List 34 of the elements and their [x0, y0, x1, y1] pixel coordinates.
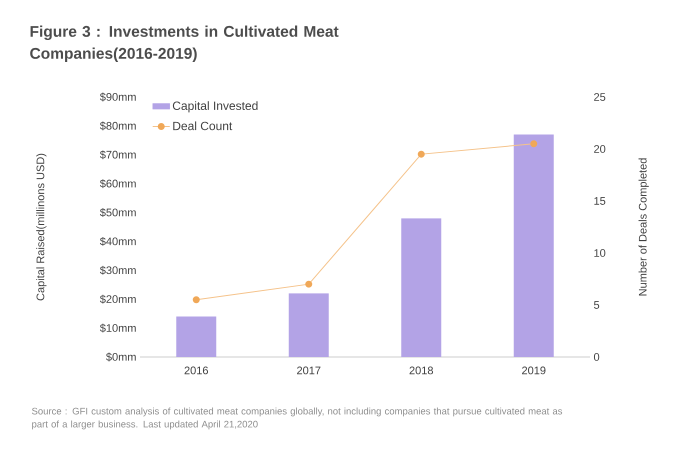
y2-tick-label: 0 [594, 353, 600, 361]
x-tick-label: 2017 [297, 366, 320, 374]
y-tick-label: $30mm [100, 266, 136, 275]
y-tick-label: $80mm [100, 121, 136, 130]
x-tick-label: 2019 [522, 366, 546, 374]
y-tick-label: $10mm [100, 324, 136, 333]
y2-tick-label: 15 [594, 197, 606, 205]
bar [176, 316, 216, 357]
point [530, 140, 538, 148]
point [418, 150, 425, 158]
y-tick-label: $0mm [106, 352, 136, 362]
y-tick-label: $60mm [100, 179, 136, 188]
chart-title: Figure 3 : Investments in Cultivated Meat Companies(2016-2019) [30, 26, 339, 62]
y-axis-title: Capital Raised(millinons USD) [36, 154, 46, 300]
source-note: Source : GFI custom analysis of cultivated meat companies globally, not including companies that pursue cultivated meat as part of a larger business. Last updated April 21,2020 [32, 408, 562, 430]
y-tick-label: $20mm [100, 294, 136, 304]
legend-label: Deal Count [173, 121, 232, 130]
bar [401, 218, 442, 357]
y-tick-label: $90mm [100, 92, 136, 102]
point [192, 296, 200, 304]
bar [288, 293, 329, 357]
y2-tick-label: 10 [594, 249, 606, 257]
y-tick-label: $50mm [100, 208, 136, 218]
y2-axis-title: Number of Deals Completed [638, 158, 649, 296]
y2-tick-label: 25 [594, 93, 606, 101]
legend-label: Capital Invested [172, 101, 258, 112]
y2-tick-label: 20 [594, 145, 606, 153]
x-tick-label: 2016 [184, 366, 208, 374]
x-tick-label: 2018 [410, 366, 433, 374]
y-tick-label: $70mm [100, 150, 136, 160]
point [305, 280, 312, 288]
bar [514, 134, 554, 357]
y-tick-label: $40mm [100, 236, 136, 246]
y2-tick-label: 5 [594, 301, 600, 309]
